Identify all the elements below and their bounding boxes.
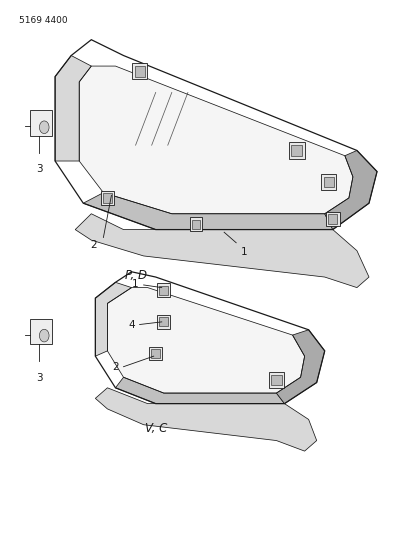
Bar (269, 372, 284, 388)
Bar (149, 346, 162, 360)
Bar (103, 193, 112, 203)
Bar (30, 110, 52, 136)
Bar (160, 317, 168, 326)
Bar (151, 349, 160, 358)
Text: 2: 2 (91, 240, 98, 250)
Text: 5169 4400: 5169 4400 (19, 16, 67, 25)
Bar (135, 66, 145, 77)
Polygon shape (107, 288, 305, 393)
Polygon shape (79, 66, 353, 214)
Bar (157, 315, 170, 329)
Bar (101, 191, 114, 205)
Polygon shape (325, 150, 377, 230)
Polygon shape (75, 214, 369, 288)
Bar (328, 214, 337, 224)
Bar (192, 220, 200, 229)
Polygon shape (83, 192, 333, 230)
Circle shape (40, 329, 49, 342)
Bar (160, 286, 168, 295)
Polygon shape (95, 282, 131, 356)
Text: 3: 3 (35, 373, 42, 383)
Text: 1: 1 (132, 279, 139, 289)
Bar (189, 217, 202, 231)
Text: 2: 2 (112, 362, 119, 372)
Text: V, C: V, C (144, 422, 167, 435)
Bar (30, 319, 52, 344)
Bar (288, 142, 305, 159)
Text: 3: 3 (35, 164, 42, 174)
Text: 1: 1 (241, 247, 248, 257)
Bar (271, 375, 282, 385)
Polygon shape (277, 330, 325, 403)
Text: 4: 4 (128, 319, 135, 329)
Bar (321, 174, 337, 190)
Circle shape (40, 121, 49, 134)
Text: P, D: P, D (124, 269, 146, 282)
Polygon shape (55, 55, 91, 161)
Bar (291, 145, 302, 156)
Polygon shape (115, 377, 284, 403)
Polygon shape (95, 388, 317, 451)
Bar (324, 177, 334, 188)
Bar (132, 63, 147, 79)
Bar (157, 284, 170, 297)
Bar (326, 212, 340, 227)
